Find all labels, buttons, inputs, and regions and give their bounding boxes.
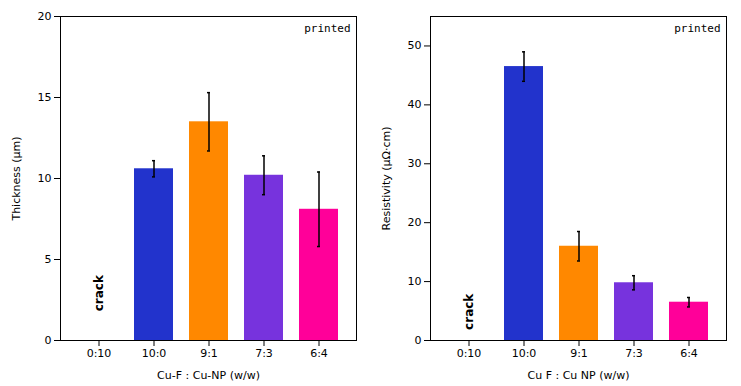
svg-text:printed: printed: [674, 22, 720, 35]
svg-text:6:4: 6:4: [310, 347, 328, 360]
svg-text:Thickness (μm): Thickness (μm): [10, 136, 23, 221]
svg-text:20: 20: [38, 10, 52, 23]
svg-text:crack: crack: [462, 293, 476, 330]
svg-text:10: 10: [38, 172, 52, 185]
svg-text:5: 5: [45, 253, 52, 266]
svg-text:10: 10: [408, 275, 422, 288]
svg-text:10:0: 10:0: [142, 347, 167, 360]
svg-text:6:4: 6:4: [680, 347, 698, 360]
svg-text:crack: crack: [92, 274, 106, 311]
svg-text:0:10: 0:10: [87, 347, 112, 360]
svg-text:40: 40: [408, 98, 422, 111]
svg-text:9:1: 9:1: [200, 347, 218, 360]
svg-text:Cu-F : Cu-NP (w/w): Cu-F : Cu-NP (w/w): [157, 369, 260, 382]
svg-text:50: 50: [408, 39, 422, 52]
svg-text:0:10: 0:10: [457, 347, 482, 360]
svg-text:Resistivity (μΩ·cm): Resistivity (μΩ·cm): [380, 127, 393, 231]
svg-text:printed: printed: [304, 22, 350, 35]
svg-text:7:3: 7:3: [255, 347, 273, 360]
svg-text:7:3: 7:3: [625, 347, 643, 360]
svg-text:10:0: 10:0: [512, 347, 537, 360]
svg-text:15: 15: [38, 91, 52, 104]
svg-text:20: 20: [408, 216, 422, 229]
svg-text:30: 30: [408, 157, 422, 170]
svg-text:Cu F : Cu NP (w/w): Cu F : Cu NP (w/w): [528, 369, 630, 382]
svg-text:0: 0: [45, 334, 52, 347]
svg-text:9:1: 9:1: [570, 347, 588, 360]
svg-text:0: 0: [415, 334, 422, 347]
